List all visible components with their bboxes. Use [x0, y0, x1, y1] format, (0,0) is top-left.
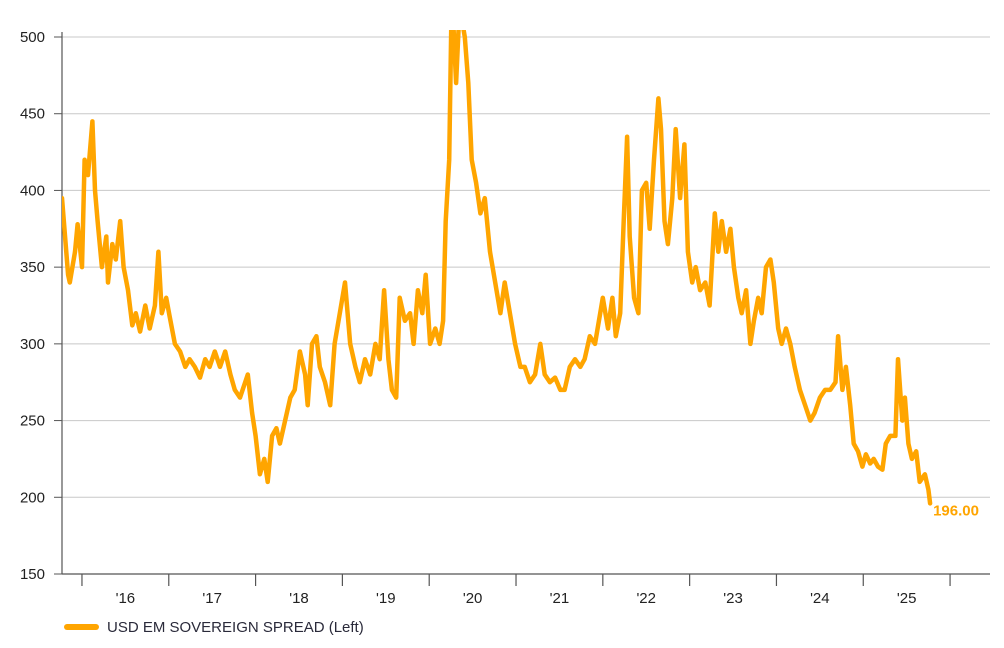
legend-label: USD EM SOVEREIGN SPREAD (Left): [107, 619, 364, 636]
x-tick-label: '25: [897, 590, 917, 607]
x-tick-label: '23: [723, 590, 743, 607]
y-tick-label: 500: [20, 29, 45, 46]
x-tick-label: '21: [550, 590, 570, 607]
x-tick-label: '16: [116, 590, 136, 607]
y-tick-label: 300: [20, 336, 45, 353]
y-tick-label: 200: [20, 489, 45, 506]
y-tick-label: 250: [20, 413, 45, 430]
x-tick-label: '18: [289, 590, 309, 607]
x-tick-label: '24: [810, 590, 830, 607]
x-axis: '16 '17 '18 '19 '20 '21 '22 '23 '24 '25: [62, 573, 990, 607]
x-tick-label: '20: [463, 590, 483, 607]
legend: USD EM SOVEREIGN SPREAD (Left): [64, 619, 364, 636]
x-tick-label: '17: [202, 590, 222, 607]
y-axis: 150 200 250 300 350 400 450 500: [20, 29, 63, 583]
y-tick-label: 350: [20, 259, 45, 276]
series-line-usd-em-sovereign-spread: [62, 30, 933, 506]
x-tick-label: '19: [376, 590, 396, 607]
y-tick-label: 400: [20, 182, 45, 199]
gridlines: [62, 36, 990, 498]
x-tick-label: '22: [636, 590, 656, 607]
end-value-label: 196.00: [933, 502, 979, 519]
y-tick-label: 150: [20, 566, 45, 583]
y-tick-label: 450: [20, 106, 45, 123]
